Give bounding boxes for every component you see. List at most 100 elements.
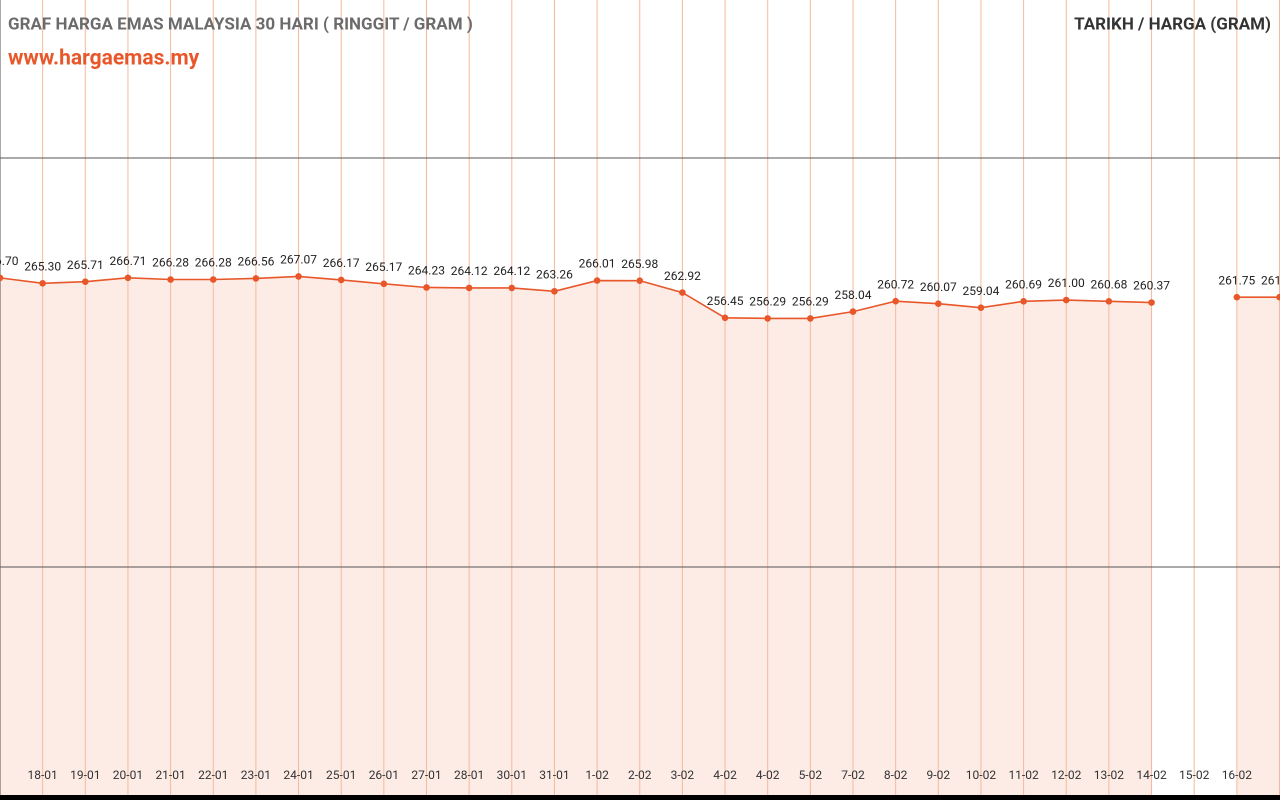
x-tick-label: 2-02 <box>628 768 652 782</box>
x-tick-label: 20-01 <box>113 768 143 782</box>
data-label: 266.28 <box>152 256 189 270</box>
data-label: 266.56 <box>237 255 274 269</box>
x-tick-label: 12-02 <box>1051 768 1082 782</box>
point <box>1233 293 1241 301</box>
data-label: 260.68 <box>1090 277 1127 291</box>
legend-title: TARIKH / HARGA (GRAM) <box>1074 14 1271 34</box>
point <box>252 275 260 282</box>
data-label: 256.29 <box>792 295 829 309</box>
x-tick-label: 1-02 <box>585 768 609 782</box>
x-tick-label: 19-01 <box>70 768 100 782</box>
data-label: 261.75 <box>1261 273 1280 287</box>
point <box>82 278 89 286</box>
data-label: 265.71 <box>67 258 104 272</box>
point <box>209 276 217 283</box>
x-tick-label: 23-01 <box>241 768 271 782</box>
point <box>1276 293 1280 301</box>
point <box>935 300 942 307</box>
x-tick-label: 13-02 <box>1094 768 1125 782</box>
point <box>593 277 601 284</box>
data-label: 260.07 <box>920 280 957 294</box>
data-label: 260.69 <box>1005 277 1042 291</box>
data-label: 265.98 <box>621 257 658 271</box>
data-layer: 18-01 19-01 20-01 21-01 22-01 23-01 24-01 25-01… <box>0 253 1280 782</box>
point <box>849 308 857 315</box>
data-label: 256.29 <box>749 295 786 309</box>
data-label: 267.07 <box>280 253 317 267</box>
data-label: 266.70 <box>0 254 19 268</box>
point <box>508 284 516 292</box>
data-label: 266.01 <box>579 257 616 271</box>
point <box>679 289 686 296</box>
data-label: 261.75 <box>1218 273 1255 287</box>
data-label: 260.72 <box>877 277 914 291</box>
data-label: 264.12 <box>451 264 488 278</box>
point <box>295 273 302 280</box>
data-label: 262.92 <box>664 269 701 283</box>
x-tick-label: 3-02 <box>671 768 695 782</box>
point <box>124 274 132 282</box>
data-label: 260.37 <box>1133 279 1170 293</box>
data-label: 261.00 <box>1048 276 1085 290</box>
x-tick-label: 21-01 <box>155 768 185 782</box>
data-label: 265.30 <box>24 259 61 273</box>
x-tick-label: 11-02 <box>1008 768 1039 782</box>
point <box>636 277 644 284</box>
bottom-bar <box>0 795 1280 800</box>
x-tick-label: 27-01 <box>411 768 441 782</box>
area <box>1236 297 1280 795</box>
data-label: 266.17 <box>323 256 360 270</box>
point <box>1148 299 1155 306</box>
x-tick-label: 28-01 <box>454 768 484 782</box>
x-tick-label: 31-01 <box>539 768 569 782</box>
x-tick-label: 24-01 <box>283 768 313 782</box>
x-tick-label: 9-02 <box>927 768 951 782</box>
data-label: 259.04 <box>963 284 1000 298</box>
chart-title: GRAF HARGA EMAS MALAYSIA 30 HARI ( RINGG… <box>8 14 473 34</box>
point <box>1062 296 1070 304</box>
category-lines <box>42 0 1280 795</box>
x-tick-label: 25-01 <box>326 768 356 782</box>
data-label: 256.45 <box>707 294 744 308</box>
x-tick-label: 16-02 <box>1222 768 1253 782</box>
point <box>892 297 899 305</box>
area <box>0 276 1152 795</box>
point <box>423 284 430 291</box>
x-tick-label: 26-01 <box>369 768 399 782</box>
point <box>551 287 558 295</box>
data-label: 265.17 <box>365 260 402 274</box>
point <box>380 280 388 288</box>
data-label: 266.28 <box>195 256 232 270</box>
chart-subtitle: www.hargaemas.my <box>8 47 200 71</box>
data-label: 263.26 <box>536 267 573 281</box>
point <box>337 276 345 284</box>
point <box>807 315 814 322</box>
x-tick-label: 8-02 <box>884 768 908 782</box>
line <box>0 275 1280 320</box>
point <box>1105 298 1113 305</box>
area-layer <box>0 276 1280 795</box>
x-tick-label: 30-01 <box>497 768 527 782</box>
x-tick-label: 4-02 <box>713 768 737 782</box>
x-tick-label: 22-01 <box>198 768 228 782</box>
data-label: 258.04 <box>835 288 872 302</box>
x-tick-label: 10-02 <box>966 768 997 782</box>
point <box>764 315 771 322</box>
x-tick-label: 5-02 <box>799 768 823 782</box>
point <box>1020 297 1027 305</box>
x-tick-label: 4-02 <box>756 768 780 782</box>
point <box>465 284 473 292</box>
x-tick-label: 7-02 <box>841 768 865 782</box>
x-tick-label: 14-02 <box>1136 768 1167 782</box>
point <box>167 276 174 283</box>
data-label: 264.12 <box>493 264 530 278</box>
data-label: 266.71 <box>110 254 147 268</box>
data-label: 264.23 <box>408 264 445 278</box>
x-tick-label: 15-02 <box>1179 768 1210 782</box>
point <box>721 314 729 322</box>
point <box>39 280 46 287</box>
point <box>977 304 985 312</box>
point <box>0 274 4 282</box>
